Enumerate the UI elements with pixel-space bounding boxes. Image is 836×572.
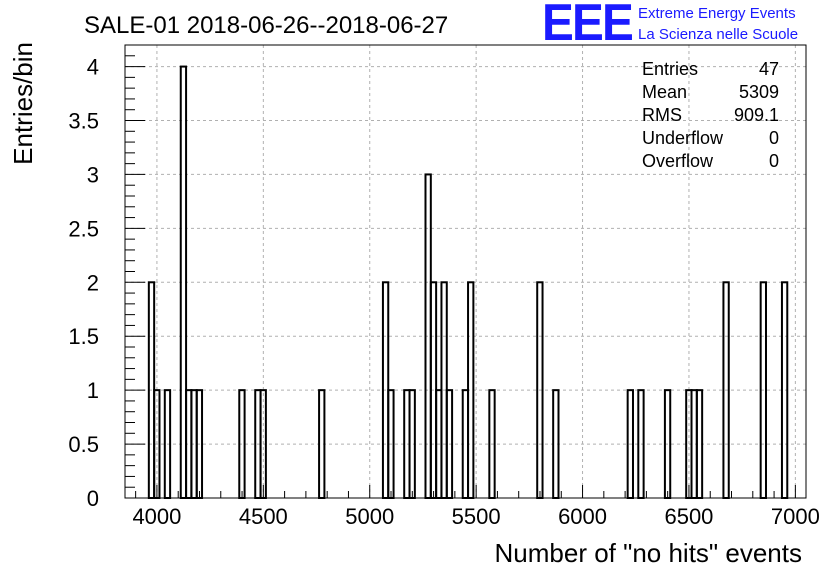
grid bbox=[125, 45, 806, 499]
histogram-bar bbox=[408, 389, 416, 499]
y-tick-label: 4 bbox=[87, 55, 99, 80]
x-tick-label: 5000 bbox=[345, 504, 394, 529]
x-tick-label: 7000 bbox=[771, 504, 820, 529]
stats-box: Entries 47 Mean 5309 RMS 909.1 Underflow 0 Overf… bbox=[642, 59, 779, 171]
histogram-bar bbox=[637, 389, 645, 499]
y-tick-label: 2.5 bbox=[68, 216, 99, 241]
stat-value: 0 bbox=[769, 151, 779, 171]
stat-label: Mean bbox=[642, 82, 687, 102]
y-tick-label: 1.5 bbox=[68, 324, 99, 349]
histogram-bar bbox=[552, 389, 560, 499]
stat-label: RMS bbox=[642, 105, 682, 125]
axis-ticks bbox=[125, 55, 796, 499]
chart-title: SALE-01 2018-06-26--2018-06-27 bbox=[84, 12, 448, 39]
plot-frame bbox=[124, 44, 807, 499]
logo-line-2: La Scienza nelle Scuole bbox=[638, 26, 798, 43]
stat-label: Underflow bbox=[642, 128, 724, 148]
eee-logo: EEE bbox=[542, 0, 632, 52]
y-tick-label: 3 bbox=[87, 162, 99, 187]
x-tick-label: 4000 bbox=[132, 504, 181, 529]
y-axis-title: Entries/bin bbox=[8, 42, 38, 165]
y-tick-label: 3.5 bbox=[68, 109, 99, 134]
x-tick-label: 4500 bbox=[239, 504, 288, 529]
histogram-bar bbox=[318, 389, 326, 499]
histogram-bar bbox=[467, 281, 475, 499]
tick-labels: 4000 4500 5000 5500 6000 6500 7000 0 0.5 1 1.5 2 2.5… bbox=[68, 55, 819, 529]
x-tick-label: 6000 bbox=[558, 504, 607, 529]
y-tick-label: 0 bbox=[87, 486, 99, 511]
stat-value: 47 bbox=[759, 59, 779, 79]
y-tick-label: 2 bbox=[87, 270, 99, 295]
stat-label: Overflow bbox=[642, 151, 714, 171]
y-tick-label: 1 bbox=[87, 378, 99, 403]
stat-value: 909.1 bbox=[734, 105, 779, 125]
x-tick-label: 5500 bbox=[452, 504, 501, 529]
y-tick-label: 0.5 bbox=[68, 432, 99, 457]
histogram-bar bbox=[780, 281, 789, 499]
logo-line-1: Extreme Energy Events bbox=[638, 5, 796, 22]
x-axis-title: Number of "no hits" events bbox=[495, 538, 803, 568]
stat-value: 5309 bbox=[739, 82, 779, 102]
x-tick-label: 6500 bbox=[664, 504, 713, 529]
stat-value: 0 bbox=[769, 128, 779, 148]
stat-label: Entries bbox=[642, 59, 698, 79]
histogram-bar bbox=[695, 389, 704, 499]
